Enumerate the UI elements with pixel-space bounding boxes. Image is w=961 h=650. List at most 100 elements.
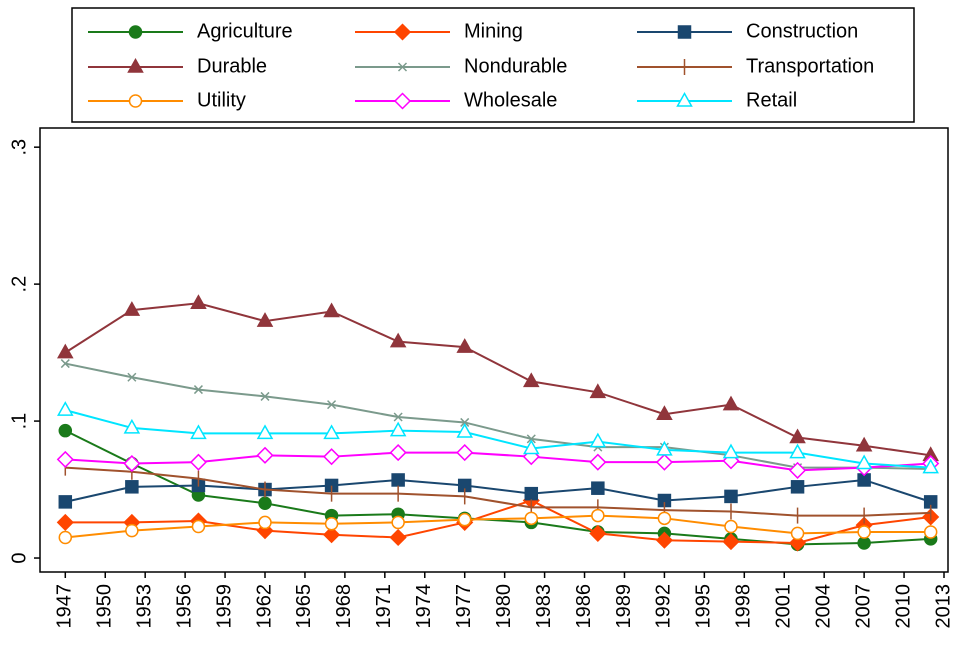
x-tick-label: 1971 [373,584,395,629]
data-point [323,448,341,466]
data-point [722,443,740,459]
data-point [790,480,805,494]
data-point [58,423,73,438]
data-point [60,359,70,369]
data-point [56,450,74,468]
legend-label: Mining [464,20,523,42]
x-tick-label: 1977 [453,584,475,629]
data-point [456,423,473,438]
legend-marker [393,92,412,110]
x-tick-label: 1947 [54,584,76,629]
data-point [655,531,673,549]
data-point [724,519,738,534]
data-point [656,440,673,456]
data-point [789,443,806,459]
x-tick-label: 1992 [653,584,675,629]
x-tick-label: 1953 [133,584,155,629]
data-point [256,446,274,464]
legend-marker [397,62,408,72]
data-point [123,454,141,473]
data-point [256,522,274,540]
data-point [524,486,539,501]
data-point [790,526,805,541]
legend-marker [128,94,143,108]
data-point [591,481,605,495]
series-line [65,451,931,472]
legend-marker [127,57,144,73]
data-point [855,454,873,470]
data-point [191,519,206,534]
data-point [323,302,340,318]
x-tick-label: 1959 [213,584,235,629]
x-tick-label: 1995 [693,584,715,629]
x-tick-label: 1974 [413,584,435,629]
series-line [64,302,931,457]
legend-marker [677,25,692,39]
data-point [724,489,738,504]
data-point [922,458,939,474]
x-tick-label: 1956 [173,584,195,629]
data-point [722,395,740,411]
legend-label: Utility [197,89,246,111]
data-point [324,517,339,531]
x-tick-label: 2013 [932,584,954,629]
data-point [123,418,141,434]
data-point [656,405,673,420]
data-point [127,372,137,382]
data-point [190,424,207,440]
data-point [389,444,407,462]
legend-box [71,7,915,123]
data-point [389,528,407,547]
data-point [125,480,139,494]
x-tick-label: 2001 [773,584,795,629]
data-point [857,525,871,539]
data-point [460,417,470,427]
x-tick-label: 2007 [852,584,874,629]
series-line [65,499,931,544]
legend-label: Wholesale [464,89,557,111]
series-line [65,478,932,503]
data-point [657,511,672,526]
y-tick-label: .1 [8,413,30,430]
x-tick-label: 2010 [892,584,914,629]
data-point [190,294,207,310]
legend-label: Transportation [746,55,874,77]
data-point [193,385,203,395]
data-point [256,312,274,327]
legend-marker [128,25,143,39]
data-point [56,513,74,531]
data-point [589,432,607,448]
x-tick-label: 1989 [613,584,635,629]
data-point [323,424,340,440]
x-tick-label: 1983 [533,584,555,629]
y-tick-label: .2 [8,276,30,293]
legend-label: Construction [746,20,858,42]
data-point [327,400,337,410]
x-tick-label: 2004 [812,584,834,629]
data-point [524,511,539,526]
legend-label: Retail [746,89,797,111]
data-point [256,424,274,440]
series-line [65,362,931,471]
x-tick-label: 1962 [253,584,275,629]
series-line [65,409,931,469]
data-point [789,428,806,444]
data-point [456,444,474,462]
data-point [522,439,540,455]
data-point [855,436,873,452]
legend-label: Nondurable [464,55,567,77]
data-point [189,453,207,471]
data-point [58,495,73,509]
data-point [58,530,73,545]
data-point [655,453,673,471]
data-point [591,508,605,523]
series-line [65,514,931,539]
data-point [589,383,607,399]
data-point [589,524,607,542]
y-tick-label: .3 [8,139,30,156]
x-tick-label: 1968 [333,584,355,629]
data-point [258,496,272,510]
data-point [393,412,403,422]
x-tick-label: 1980 [493,584,515,629]
